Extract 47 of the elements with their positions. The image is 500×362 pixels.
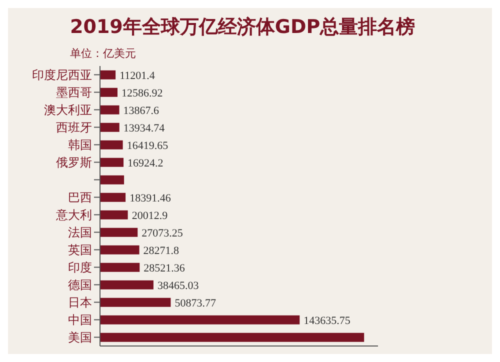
data-label: 27073.25 xyxy=(142,227,184,240)
data-label: 11201.4 xyxy=(120,70,156,82)
bar xyxy=(100,262,140,272)
y-tick-label: 意大利 xyxy=(55,208,92,222)
bar xyxy=(100,70,116,80)
data-label: 18391.46 xyxy=(130,192,172,204)
data-label: 12586.92 xyxy=(121,87,163,100)
data-label: 20012.9 xyxy=(132,210,168,222)
y-tick-label: 俄罗斯 xyxy=(56,156,92,170)
bar xyxy=(100,158,124,167)
chart-title: 2019年全球万亿经济体GDP总量排名榜 xyxy=(70,15,416,40)
data-label: 13934.74 xyxy=(123,122,166,134)
data-label: 16924.2 xyxy=(128,157,164,170)
bar xyxy=(100,140,123,150)
bar xyxy=(100,105,120,114)
data-label: 28521.36 xyxy=(144,262,186,274)
y-tick-label: 中国 xyxy=(68,313,92,328)
data-label: 50873.77 xyxy=(174,297,216,310)
y-tick-label: 墨西哥 xyxy=(56,86,92,100)
bar xyxy=(100,175,124,184)
data-label: 16419.65 xyxy=(126,140,169,152)
bar xyxy=(100,122,120,132)
y-tick-label: 西班牙 xyxy=(56,120,92,135)
bar xyxy=(100,228,138,237)
y-tick-label: 法国 xyxy=(68,226,92,240)
chart-subtitle: 单位：亿美元 xyxy=(70,46,136,61)
y-tick-label: 韩国 xyxy=(68,138,92,152)
bar xyxy=(100,280,154,290)
bar xyxy=(100,332,364,342)
y-tick-label: 美国 xyxy=(68,330,92,345)
data-label: 38465.03 xyxy=(157,280,200,292)
y-tick-label: 德国 xyxy=(68,278,92,292)
bar xyxy=(100,192,126,202)
data-label: 28271.8 xyxy=(143,244,180,257)
bar xyxy=(100,88,118,97)
y-tick-label: 印度 xyxy=(68,260,92,275)
bar xyxy=(100,210,128,220)
data-label: 143635.75 xyxy=(304,314,351,327)
bar xyxy=(100,245,140,254)
y-tick-label: 澳大利亚 xyxy=(44,103,92,118)
y-tick-label: 英国 xyxy=(68,243,92,258)
bar xyxy=(100,298,171,307)
y-tick-label: 印度尼西亚 xyxy=(32,68,92,82)
bar xyxy=(100,315,300,324)
y-tick-label: 巴西 xyxy=(68,190,92,205)
data-label: 13867.6 xyxy=(123,104,160,117)
y-tick-label: 日本 xyxy=(68,296,92,310)
